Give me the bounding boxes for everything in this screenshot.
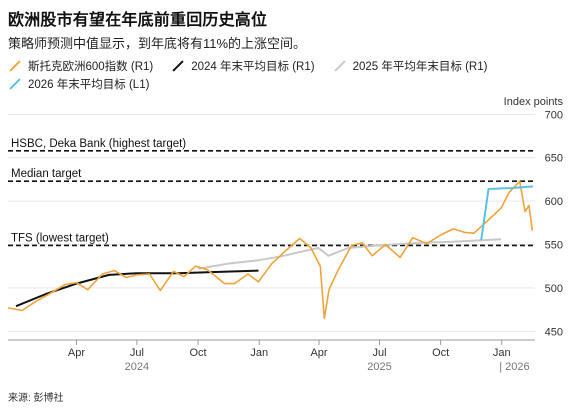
y-tick-label-650: 650 <box>545 153 563 165</box>
x-year-label-2: | 2026 <box>499 361 529 373</box>
series-line-0 <box>7 180 534 320</box>
legend-row-1: 斯托克欧洲600指数 (R1) 2024 年末平均目标 (R1) 2025 年平… <box>8 57 568 75</box>
legend-item-stoxx600: 斯托克欧洲600指数 (R1) <box>8 58 153 74</box>
chart-subtitle: 策略师预测中值显示，到年底将有11%的上涨空间。 <box>8 36 307 51</box>
x-tick-label-2: Oct <box>190 347 207 359</box>
reference-label-1: Median target <box>11 168 82 180</box>
y-tick-label-700: 700 <box>545 109 563 121</box>
y-tick-label-500: 500 <box>545 283 563 295</box>
series-line-2 <box>197 238 502 270</box>
x-tick-label-3: Jan <box>250 347 268 359</box>
y-tick-label-450: 450 <box>545 326 563 338</box>
x-tick-label-4: Apr <box>310 347 327 359</box>
legend: 斯托克欧洲600指数 (R1) 2024 年末平均目标 (R1) 2025 年平… <box>8 57 568 93</box>
legend-row-2: 2026 年末平均目标 (L1) <box>8 75 568 93</box>
legend-label-stoxx600: 斯托克欧洲600指数 (R1) <box>28 61 154 73</box>
chart-title: 欧洲股市有望在年底前重回历史高位 <box>8 12 268 29</box>
y-axis-label: Index points <box>504 96 564 108</box>
legend-item-2025-target: 2025 年平均年末目标 (R1) <box>333 58 488 74</box>
reference-label-0: HSBC, Deka Bank (highest target) <box>11 138 186 150</box>
y-tick-label-550: 550 <box>545 240 563 252</box>
x-tick-label-6: Oct <box>432 347 449 359</box>
x-tick-label-0: Apr <box>68 347 85 359</box>
reference-label-2: TFS (lowest target) <box>11 232 109 244</box>
x-tick-label-7: Jan <box>493 347 511 359</box>
legend-label-2025-target: 2025 年平均年末目标 (R1) <box>352 61 488 73</box>
legend-label-2024-target: 2024 年末平均目标 (R1) <box>191 61 315 73</box>
x-tick-label-5: Jul <box>372 347 386 359</box>
x-year-label-1: 2025 <box>367 361 391 373</box>
legend-item-2026-target: 2026 年末平均目标 (L1) <box>8 76 149 92</box>
x-year-label-0: 2024 <box>125 361 149 373</box>
y-tick-label-600: 600 <box>545 196 563 208</box>
legend-item-2024-target: 2024 年末平均目标 (R1) <box>171 58 315 74</box>
legend-label-2026-target: 2026 年末平均目标 (L1) <box>28 79 150 91</box>
x-tick-label-1: Jul <box>130 347 144 359</box>
series-line-3 <box>480 185 534 241</box>
source-note: 来源: 彭博社 <box>8 393 64 404</box>
